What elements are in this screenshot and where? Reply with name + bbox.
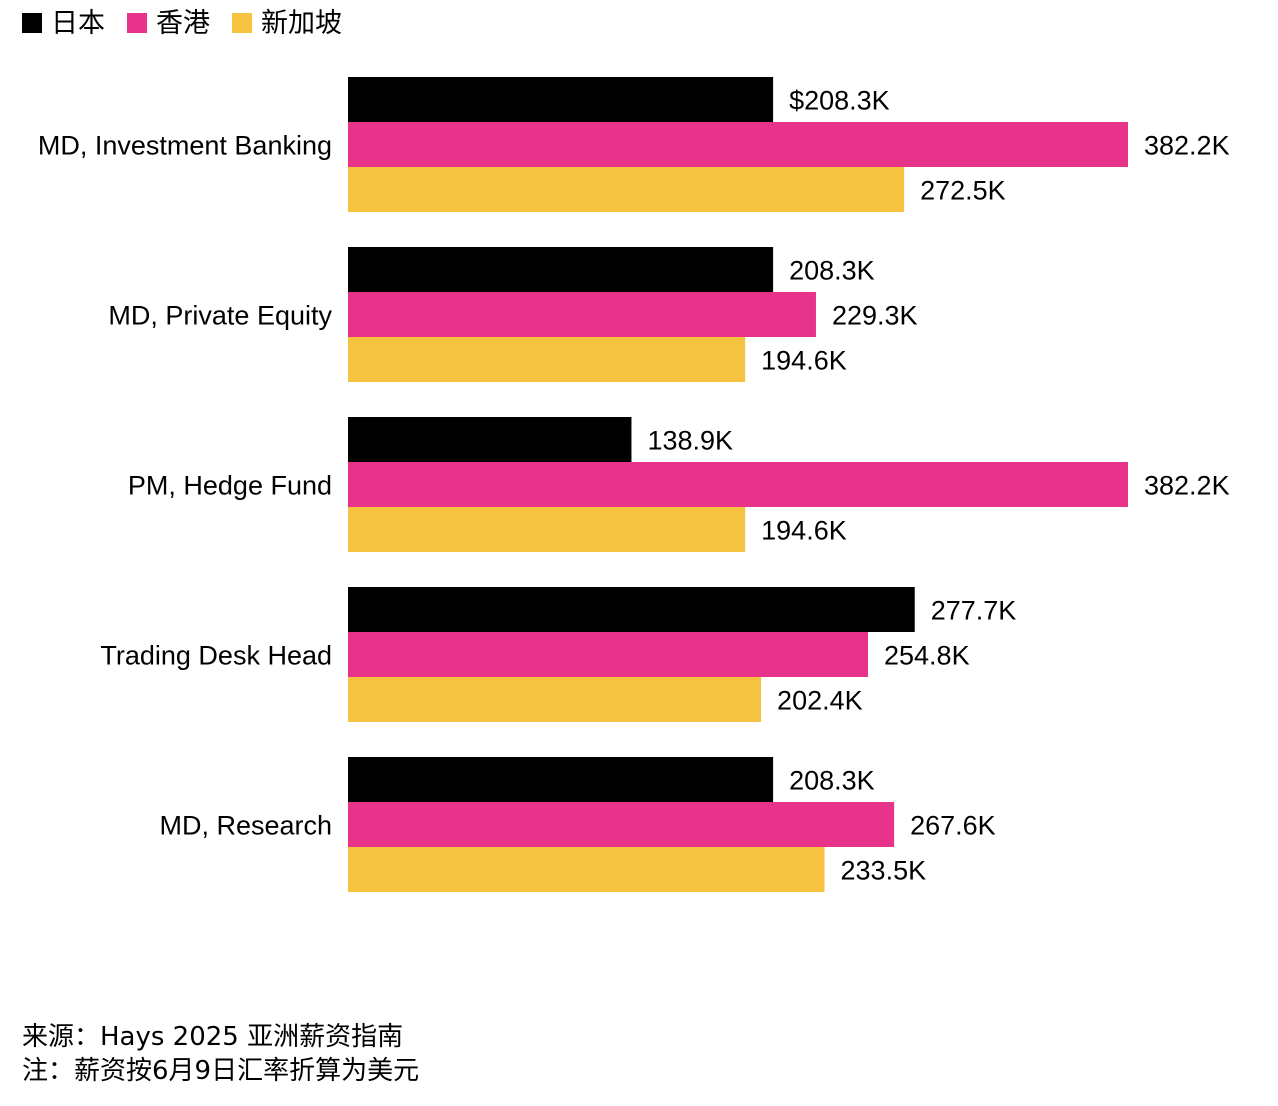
category-label: Trading Desk Head xyxy=(100,641,332,671)
value-label-singapore: 194.6K xyxy=(761,346,847,376)
value-label-hong-kong: 382.2K xyxy=(1144,471,1230,501)
bar-chart: MD, Investment Banking $208.3K 382.2K 272.5… xyxy=(38,77,1230,892)
bar-japan xyxy=(348,77,774,122)
bar-group-md-investment-banking: MD, Investment Banking $208.3K 382.2K 272.5… xyxy=(38,77,1230,212)
value-label-hong-kong: 382.2K xyxy=(1144,131,1230,161)
bar-hong-kong xyxy=(348,292,816,337)
bar-japan xyxy=(348,417,632,462)
bar-hong-kong xyxy=(348,632,868,677)
legend-item-singapore: 新加坡 xyxy=(232,10,342,37)
bar-singapore xyxy=(348,847,825,892)
bar-hong-kong xyxy=(348,462,1128,507)
bar-group-pm-hedge-fund: PM, Hedge Fund 138.9K 382.2K 194.6K xyxy=(128,417,1230,552)
footnote: 来源：Hays 2025 亚洲薪资指南 注：薪资按6月9日汇率折算为美元 xyxy=(22,1020,419,1088)
bar-hong-kong xyxy=(348,802,895,847)
value-label-hong-kong: 267.6K xyxy=(910,811,996,841)
legend-label-japan: 日本 xyxy=(51,7,105,39)
legend-label-singapore: 新加坡 xyxy=(261,7,342,39)
source-note: 来源：Hays 2025 亚洲薪资指南 xyxy=(22,1022,404,1052)
value-label-japan: 277.7K xyxy=(931,596,1017,626)
value-label-singapore: 272.5K xyxy=(920,176,1006,206)
legend-swatch-hong-kong xyxy=(127,13,147,33)
bar-group-trading-desk-head: Trading Desk Head 277.7K 254.8K 202.4K xyxy=(100,587,1016,722)
value-label-singapore: 233.5K xyxy=(841,856,927,886)
category-label: MD, Private Equity xyxy=(108,301,332,331)
legend-swatch-japan xyxy=(22,13,42,33)
bar-singapore xyxy=(348,167,905,212)
bar-group-md-private-equity: MD, Private Equity 208.3K 229.3K 194.6K xyxy=(108,247,918,382)
currency-note: 注：薪资按6月9日汇率折算为美元 xyxy=(22,1056,420,1086)
value-label-singapore: 202.4K xyxy=(777,686,863,716)
legend-item-japan: 日本 xyxy=(22,10,105,37)
bar-singapore xyxy=(348,337,746,382)
bar-singapore xyxy=(348,677,762,722)
bar-japan xyxy=(348,587,915,632)
value-label-hong-kong: 254.8K xyxy=(884,641,970,671)
value-label-japan: $208.3K xyxy=(789,86,890,116)
value-label-japan: 208.3K xyxy=(789,766,875,796)
bar-japan xyxy=(348,757,774,802)
bar-group-md-research: MD, Research 208.3K 267.6K 233.5K xyxy=(159,757,996,892)
value-label-hong-kong: 229.3K xyxy=(832,301,918,331)
category-label: PM, Hedge Fund xyxy=(128,471,332,501)
value-label-japan: 208.3K xyxy=(789,256,875,286)
legend-label-hong-kong: 香港 xyxy=(156,7,210,39)
legend-swatch-singapore xyxy=(232,13,252,33)
bar-singapore xyxy=(348,507,746,552)
value-label-singapore: 194.6K xyxy=(761,516,847,546)
legend: 日本 香港 新加坡 xyxy=(22,6,364,40)
category-label: MD, Research xyxy=(159,811,332,841)
value-label-japan: 138.9K xyxy=(647,426,733,456)
category-label: MD, Investment Banking xyxy=(38,131,332,161)
bar-hong-kong xyxy=(348,122,1128,167)
bar-japan xyxy=(348,247,774,292)
legend-item-hong-kong: 香港 xyxy=(127,10,210,37)
